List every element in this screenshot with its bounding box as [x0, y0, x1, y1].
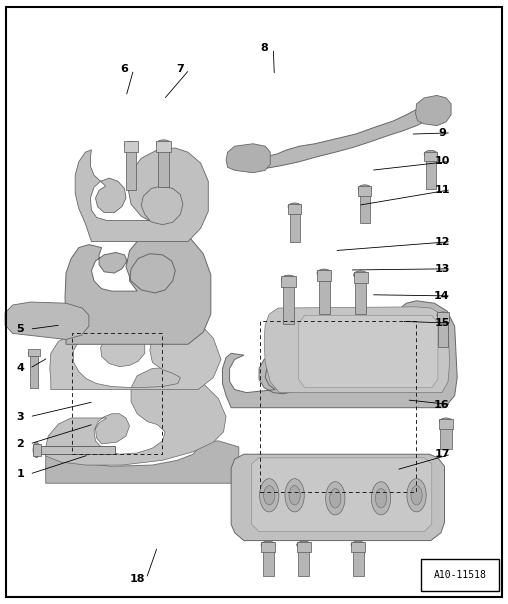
Polygon shape — [226, 144, 270, 173]
Text: 12: 12 — [434, 237, 450, 246]
Bar — [353, 545, 364, 576]
Polygon shape — [238, 108, 429, 169]
Polygon shape — [264, 307, 450, 393]
Bar — [72, 333, 162, 454]
Text: 10: 10 — [434, 156, 450, 166]
Bar — [288, 204, 301, 214]
Bar — [37, 446, 115, 454]
Bar — [424, 152, 437, 161]
Bar — [351, 542, 365, 552]
Ellipse shape — [297, 541, 311, 548]
Ellipse shape — [351, 541, 365, 548]
Bar — [263, 545, 274, 576]
Text: 8: 8 — [260, 43, 268, 53]
Ellipse shape — [288, 203, 301, 210]
Text: A10-11518: A10-11518 — [433, 570, 487, 580]
Bar — [124, 141, 138, 152]
Text: 4: 4 — [16, 364, 24, 373]
Ellipse shape — [330, 489, 341, 508]
Bar — [421, 559, 499, 591]
Polygon shape — [50, 321, 221, 390]
Bar — [14, 315, 34, 328]
Text: 13: 13 — [434, 264, 450, 274]
Ellipse shape — [354, 271, 368, 279]
Ellipse shape — [424, 150, 437, 158]
Ellipse shape — [281, 275, 296, 283]
Polygon shape — [416, 95, 451, 126]
Text: 5: 5 — [16, 324, 24, 334]
Polygon shape — [5, 302, 89, 339]
Bar — [319, 273, 330, 314]
Bar — [438, 315, 448, 347]
Bar — [358, 186, 371, 196]
Polygon shape — [299, 315, 438, 388]
Bar — [283, 279, 294, 324]
Bar — [261, 542, 275, 552]
Ellipse shape — [28, 350, 40, 356]
Bar — [290, 207, 300, 242]
Ellipse shape — [375, 489, 387, 508]
Polygon shape — [231, 454, 444, 541]
Polygon shape — [251, 458, 432, 532]
Bar — [33, 444, 41, 456]
Ellipse shape — [33, 442, 40, 458]
Ellipse shape — [261, 541, 275, 548]
Text: 9: 9 — [438, 128, 446, 138]
Bar — [317, 270, 331, 281]
Ellipse shape — [411, 486, 422, 505]
Ellipse shape — [326, 482, 345, 515]
Bar — [281, 276, 296, 287]
Bar — [355, 275, 366, 314]
Polygon shape — [46, 367, 226, 465]
Ellipse shape — [124, 141, 138, 149]
Ellipse shape — [156, 140, 171, 148]
Bar — [297, 542, 311, 552]
Text: 15: 15 — [434, 318, 450, 328]
Text: 16: 16 — [434, 400, 450, 410]
Text: 1: 1 — [16, 469, 24, 479]
Text: 6: 6 — [120, 65, 129, 74]
Ellipse shape — [285, 478, 304, 512]
Bar — [439, 419, 453, 429]
Bar — [30, 353, 38, 388]
Ellipse shape — [260, 478, 279, 512]
Ellipse shape — [371, 482, 391, 515]
Ellipse shape — [439, 418, 453, 425]
Text: 17: 17 — [434, 449, 450, 459]
Bar — [28, 349, 40, 356]
Text: 7: 7 — [176, 65, 184, 74]
Polygon shape — [65, 231, 211, 344]
Text: 3: 3 — [16, 412, 24, 422]
Bar — [354, 272, 368, 283]
Bar — [426, 154, 436, 189]
Ellipse shape — [358, 185, 371, 192]
Bar — [360, 188, 370, 223]
Text: 2: 2 — [16, 439, 24, 449]
Bar — [126, 145, 136, 190]
Bar — [437, 312, 449, 322]
Bar — [440, 422, 452, 449]
Polygon shape — [223, 301, 457, 408]
Polygon shape — [75, 148, 208, 242]
Bar — [260, 321, 416, 492]
Bar — [158, 144, 169, 187]
Text: 14: 14 — [434, 291, 450, 301]
Bar — [298, 545, 309, 576]
Polygon shape — [46, 441, 239, 483]
Text: 18: 18 — [130, 574, 145, 583]
Ellipse shape — [289, 486, 300, 505]
Text: 11: 11 — [434, 185, 450, 194]
Ellipse shape — [264, 486, 275, 505]
Ellipse shape — [437, 312, 449, 319]
Ellipse shape — [407, 478, 426, 512]
Ellipse shape — [10, 312, 18, 330]
Bar — [156, 141, 171, 152]
Ellipse shape — [317, 269, 331, 277]
